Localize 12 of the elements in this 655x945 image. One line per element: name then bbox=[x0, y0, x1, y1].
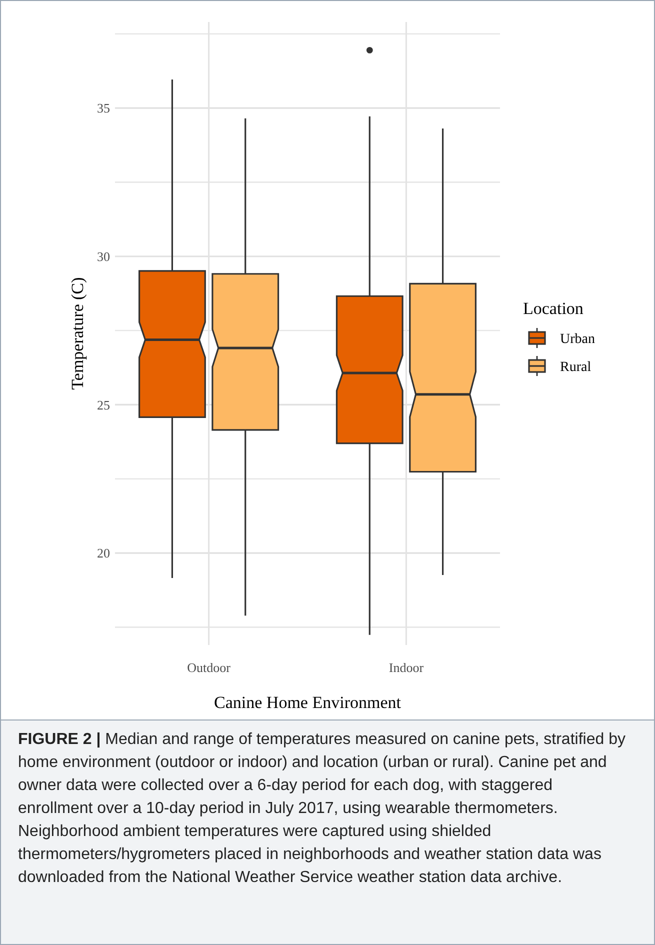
y-tick-label: 25 bbox=[97, 397, 110, 412]
legend-label: Rural bbox=[560, 360, 592, 375]
x-tick-label: Indoor bbox=[388, 660, 424, 675]
caption: FIGURE 2 | Median and range of temperatures measured on canine pets, stratified by home environment (outdoor or indoor) and location (urban or rural). Canine pet and owner data were collected over a 6-day period for each dog, with staggered enrollment over a 10-day period in July 2017, using wearable thermometers. Neighborhood ambient temperatures were captured using shielded thermometers/hygrometers placed in neighborhoods and weather station data was downloaded from the National Weather Service weather station data archive. bbox=[18, 731, 626, 886]
y-tick-label: 20 bbox=[97, 546, 110, 561]
y-tick-label: 35 bbox=[97, 100, 110, 116]
x-tick-label: Outdoor bbox=[187, 660, 232, 675]
y-tick-label: 30 bbox=[97, 248, 110, 264]
y-axis-title: Temperature (C) bbox=[68, 277, 87, 390]
legend-title: Location bbox=[523, 299, 584, 318]
x-axis-title: Canine Home Environment bbox=[214, 693, 402, 712]
legend-label: Urban bbox=[560, 332, 595, 347]
